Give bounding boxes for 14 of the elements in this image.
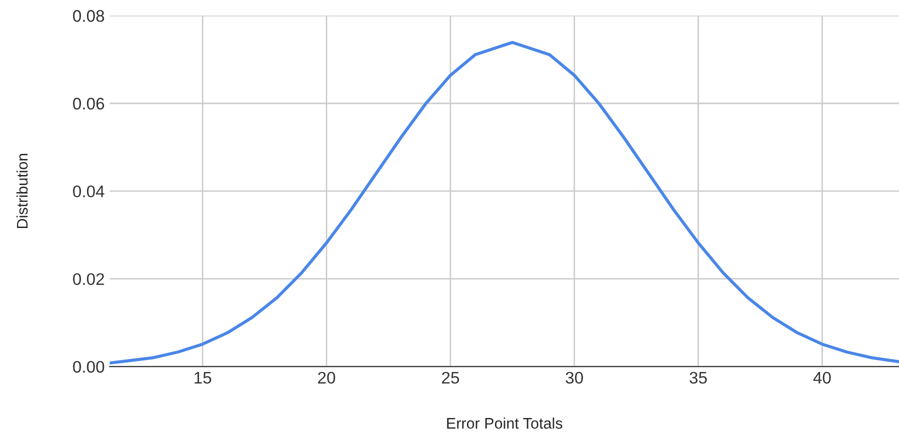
y-axis-title: Distribution — [16, 154, 28, 228]
y-tick-label: 0.02 — [73, 273, 104, 286]
line-series — [110, 40, 899, 365]
x-tick-label: 30 — [566, 372, 583, 384]
y-tick-label: 0.06 — [73, 98, 104, 110]
y-tick-label: 0.00 — [73, 360, 104, 373]
x-tick-label: 40 — [813, 372, 831, 384]
x-tick-label: 25 — [442, 372, 460, 384]
x-tick-label: 35 — [690, 372, 707, 384]
x-tick-label: 15 — [194, 372, 212, 384]
y-tick-label: 0.08 — [73, 10, 104, 22]
x-axis-title: Error Point Totals — [447, 417, 562, 429]
y-tick-label: 0.04 — [73, 185, 104, 198]
x-tick-label: 20 — [318, 372, 336, 384]
